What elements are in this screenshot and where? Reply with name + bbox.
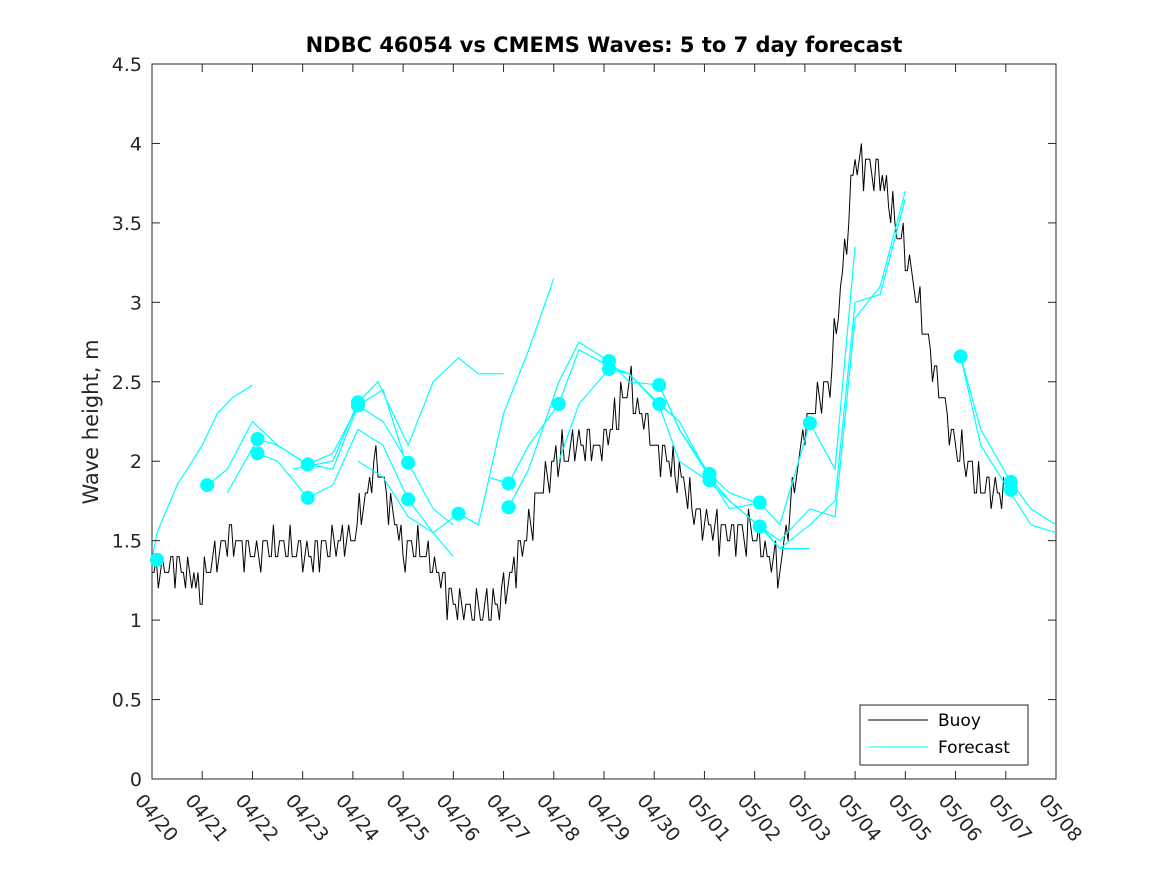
x-tick-label: 04/22 xyxy=(231,790,283,846)
x-tick-label: 04/30 xyxy=(632,790,684,846)
forecast-series-line xyxy=(292,357,504,470)
y-tick-label: 0 xyxy=(130,769,142,791)
forecast-marker xyxy=(501,476,516,491)
forecast-series-line xyxy=(226,404,454,526)
x-tick-label: 04/29 xyxy=(582,790,634,846)
x-tick-label: 05/05 xyxy=(884,790,936,846)
x-tick-label: 05/07 xyxy=(984,790,1036,846)
y-tick-label: 3.5 xyxy=(112,213,142,235)
y-tick-label: 1.5 xyxy=(112,531,142,553)
buoy-series-line xyxy=(152,143,1005,621)
x-tick-label: 04/28 xyxy=(532,790,584,846)
legend-label-buoy: Buoy xyxy=(938,711,981,731)
x-tick-label: 04/27 xyxy=(482,790,534,846)
forecast-marker xyxy=(501,500,516,515)
forecast-marker xyxy=(300,490,315,505)
forecast-marker xyxy=(702,473,717,488)
y-tick-label: 2.5 xyxy=(112,372,142,394)
legend: Buoy Forecast xyxy=(859,704,1029,766)
forecast-series-line xyxy=(488,349,711,485)
forecast-series-line xyxy=(759,198,906,550)
forecast-marker xyxy=(401,492,416,507)
y-tick-label: 0.5 xyxy=(112,690,142,712)
x-tick-label: 04/21 xyxy=(180,790,232,846)
forecast-series-line xyxy=(257,428,454,557)
x-tick-label: 04/20 xyxy=(130,790,182,846)
x-tick-label: 05/06 xyxy=(934,790,986,846)
y-tick-label: 3 xyxy=(130,292,142,314)
forecast-marker xyxy=(250,432,265,446)
legend-label-forecast: Forecast xyxy=(938,738,1010,758)
forecast-marker xyxy=(752,495,767,510)
forecast-marker xyxy=(1003,482,1018,497)
x-tick-label: 05/04 xyxy=(833,790,885,846)
forecast-marker xyxy=(652,397,667,411)
x-tick-label: 04/25 xyxy=(381,790,433,846)
x-tick-label: 05/08 xyxy=(1034,790,1086,846)
forecast-marker xyxy=(150,552,164,567)
plot-area xyxy=(151,63,1057,780)
legend-box xyxy=(859,704,1029,766)
forecast-marker xyxy=(802,416,817,431)
x-tick-label: 05/03 xyxy=(783,790,835,846)
x-tick-label: 05/01 xyxy=(683,790,735,846)
forecast-series-line xyxy=(558,368,810,550)
forecast-marker xyxy=(752,519,767,534)
forecast-marker xyxy=(953,349,968,364)
y-axis-label: Wave height, m xyxy=(79,339,103,504)
forecast-marker xyxy=(652,378,667,392)
y-tick-label: 1 xyxy=(130,610,142,632)
series-layer xyxy=(150,143,1057,621)
forecast-marker xyxy=(551,397,566,411)
y-tick-label: 4 xyxy=(130,133,142,155)
x-tick-label: 04/24 xyxy=(331,790,383,846)
forecast-marker xyxy=(350,398,365,413)
x-tick-label: 04/26 xyxy=(432,790,484,846)
forecast-marker xyxy=(200,478,215,493)
x-tick-label: 04/23 xyxy=(281,790,333,846)
forecast-marker xyxy=(451,506,466,521)
forecast-marker xyxy=(401,455,416,470)
chart-title: NDBC 46054 vs CMEMS Waves: 5 to 7 day fo… xyxy=(306,33,903,57)
y-tick-label: 2 xyxy=(130,451,142,473)
forecast-marker xyxy=(300,457,315,472)
forecast-marker xyxy=(602,362,616,377)
y-axis: 0 0.5 1 1.5 2 2.5 3 3.5 4 4.5 xyxy=(112,54,1056,791)
x-tick-label: 05/02 xyxy=(733,790,785,846)
y-tick-label: 4.5 xyxy=(112,54,142,76)
forecast-marker xyxy=(250,446,265,461)
forecast-series-line xyxy=(151,384,253,560)
